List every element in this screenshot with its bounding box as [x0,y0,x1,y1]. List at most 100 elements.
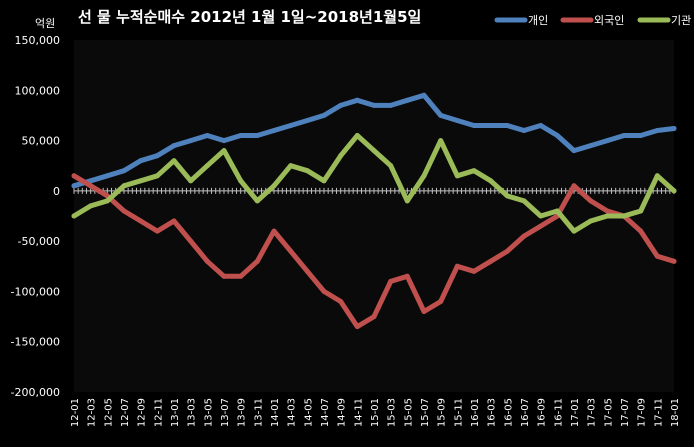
y-axis-unit-label: 억원 [35,17,55,30]
x-tick-label: 14-07 [320,398,331,427]
x-tick-label: 17-09 [637,398,648,427]
data-point [321,288,327,294]
data-point [254,133,260,138]
data-point [371,148,377,154]
data-point [571,228,577,234]
x-tick-label: 14-11 [353,398,364,427]
data-point [621,133,627,138]
data-point [138,218,144,224]
data-point [121,168,127,174]
data-point [204,258,210,264]
data-point [488,123,494,128]
data-point [188,138,194,144]
x-tick-label: 15-03 [387,398,398,427]
x-tick-label: 17-07 [620,398,631,427]
data-point [604,138,610,144]
data-point [454,263,460,269]
data-point [288,248,294,254]
data-point [604,213,610,219]
data-point [271,128,277,133]
data-point [421,92,427,98]
x-tick-label: 17-11 [653,398,664,427]
x-tick-label: 12-07 [120,398,131,427]
data-point [554,133,560,138]
data-point [271,228,277,234]
x-tick-label: 14-05 [303,398,314,427]
x-tick-label: 16-09 [537,398,548,427]
data-point [421,309,427,314]
data-point [588,143,594,149]
data-point [188,178,194,184]
data-point [321,178,327,184]
data-point [504,248,510,254]
data-point [171,158,177,164]
data-point [421,173,427,179]
legend-label: 기관 [671,14,691,27]
data-point [488,258,494,264]
chart-title: 선 물 누적순매수 2012년 1월 1일~2018년1월5일 [78,8,421,26]
x-tick-label: 16-05 [503,398,514,427]
data-point [638,228,644,234]
data-point [454,118,460,123]
y-tick-label: -50,000 [18,235,60,248]
data-point [671,258,677,264]
data-point [71,173,77,179]
x-tick-label: 17-01 [570,398,581,427]
data-point [288,123,294,128]
data-point [104,198,110,204]
x-tick-label: 17-03 [587,398,598,427]
x-tick-label: 16-07 [520,398,531,427]
y-tick-label: 50,000 [22,135,61,148]
data-point [238,133,244,138]
data-point [354,97,360,103]
data-point [338,153,344,159]
x-tick-label: 15-11 [453,398,464,427]
data-point [388,278,394,284]
data-point [654,253,660,259]
data-point [88,203,94,209]
data-point [304,168,310,174]
data-point [538,223,544,229]
x-tick-label: 15-01 [370,398,381,427]
x-tick-label: 12-11 [153,398,164,427]
data-point [338,299,344,304]
data-point [171,218,177,224]
data-point [404,198,410,204]
x-tick-label: 13-07 [220,398,231,427]
x-tick-label: 15-05 [403,398,414,427]
data-point [471,168,477,174]
data-point [538,123,544,128]
data-point [538,213,544,219]
axes: 150,000 100,000 50,000 0 -50,000 -100,000 -150… [11,34,681,427]
y-tick-label: 0 [53,185,60,198]
data-point [438,299,444,304]
data-point [154,153,160,159]
legend-label: 외국인 [594,14,624,27]
data-point [354,324,360,330]
data-point [204,163,210,169]
data-point [271,183,277,189]
data-point [521,198,527,204]
data-point [121,208,127,214]
data-point [471,123,477,128]
data-point [238,273,244,279]
data-point [88,178,94,184]
x-tick-label: 18-01 [670,398,681,427]
data-point [188,238,194,244]
data-point [371,314,377,320]
data-point [438,112,444,118]
data-point [338,102,344,108]
data-point [154,173,160,179]
data-point [654,128,660,133]
x-tick-label: 16-03 [487,398,498,427]
data-point [521,128,527,133]
y-tick-label: 100,000 [15,84,61,97]
x-tick-label: 16-01 [470,398,481,427]
data-point [638,208,644,214]
legend-label: 개인 [528,14,548,27]
data-point [488,178,494,184]
x-tick-label: 12-01 [70,398,81,427]
y-tick-label: -200,000 [11,386,60,399]
data-point [138,178,144,184]
x-tick-label: 15-09 [437,398,448,427]
